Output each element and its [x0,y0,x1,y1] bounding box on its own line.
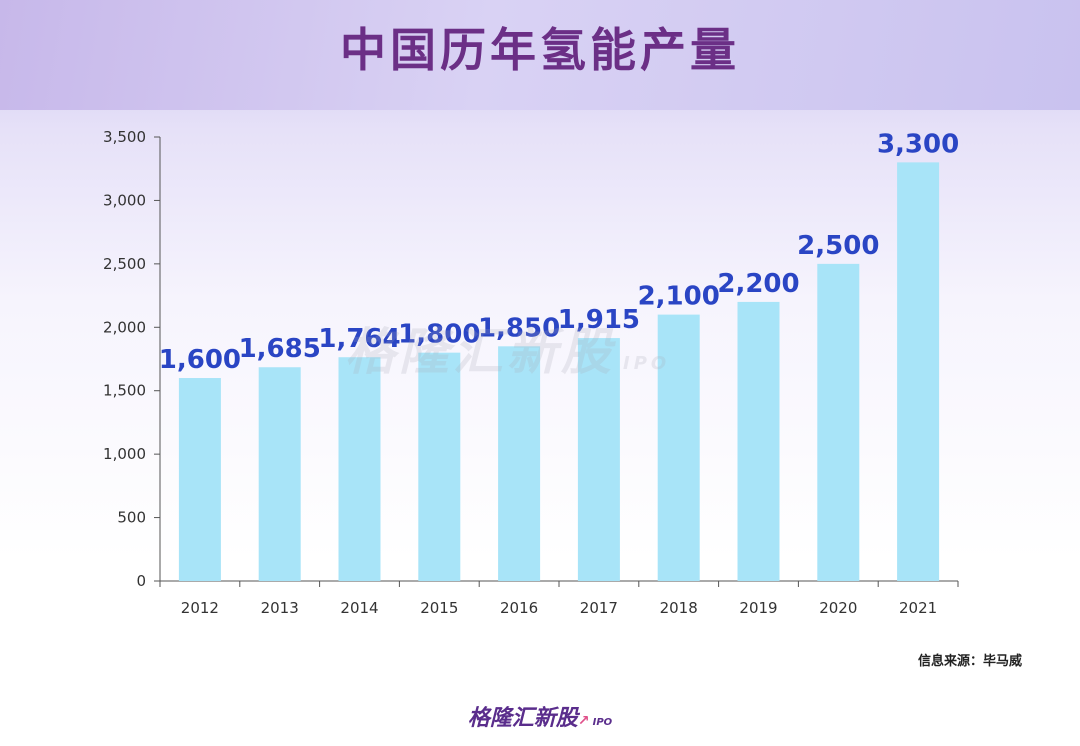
y-tick-label: 3,500 [103,128,146,146]
bar [258,367,301,581]
bar [817,263,860,581]
x-tick-label: 2013 [261,599,299,617]
bar [657,314,700,581]
y-tick-label: 1,000 [103,445,146,463]
y-tick-label: 1,500 [103,382,146,400]
y-tick-label: 2,000 [103,318,146,336]
x-tick-label: 2015 [420,599,458,617]
y-tick-label: 3,000 [103,191,146,209]
data-label: 1,600 [159,345,241,375]
data-label: 1,800 [398,320,480,350]
x-tick-label: 2020 [819,599,857,617]
bar [498,346,541,581]
bar [338,357,381,581]
bar [418,352,461,581]
chart-title: 中国历年氢能产量 [340,23,740,77]
data-label: 2,500 [797,231,879,261]
x-tick-label: 2018 [660,599,698,617]
trend-arrow-icon: ↗ [577,713,590,729]
header-band [0,0,1080,110]
data-label: 1,685 [239,334,321,364]
bar [178,378,221,581]
bars [178,162,940,581]
data-label: 1,764 [318,324,400,354]
x-tick-label: 2014 [340,599,378,617]
x-tick-label: 2017 [580,599,618,617]
bar [577,338,620,581]
data-label: 2,200 [717,269,799,299]
x-axis: 2012 2013 2014 2015 2016 2017 2018 2019 2020 2021 [159,580,959,617]
x-tick-label: 2016 [500,599,538,617]
y-tick-label: 2,500 [103,255,146,273]
data-label: 2,100 [638,282,720,312]
y-tick-label: 0 [136,572,146,590]
watermark: 格隆汇新股 IPO [345,323,671,381]
data-label: 1,850 [478,313,560,343]
y-tick-label: 500 [117,509,146,527]
y-axis: 0 500 1,000 1,500 2,000 2,500 3,000 3,500 [103,128,161,590]
data-label: 3,300 [877,129,959,159]
brand-logo: 格隆汇新股↗ IPO [467,706,613,731]
source-note: 信息来源：毕马威 [917,654,1022,669]
x-tick-label: 2021 [899,599,937,617]
bar [737,301,780,581]
data-label: 1,915 [558,305,640,335]
x-tick-label: 2012 [181,599,219,617]
data-labels: 1,6001,6851,7641,8001,8501,9152,1002,200… [159,129,959,375]
bar [897,162,940,581]
x-tick-label: 2019 [739,599,777,617]
